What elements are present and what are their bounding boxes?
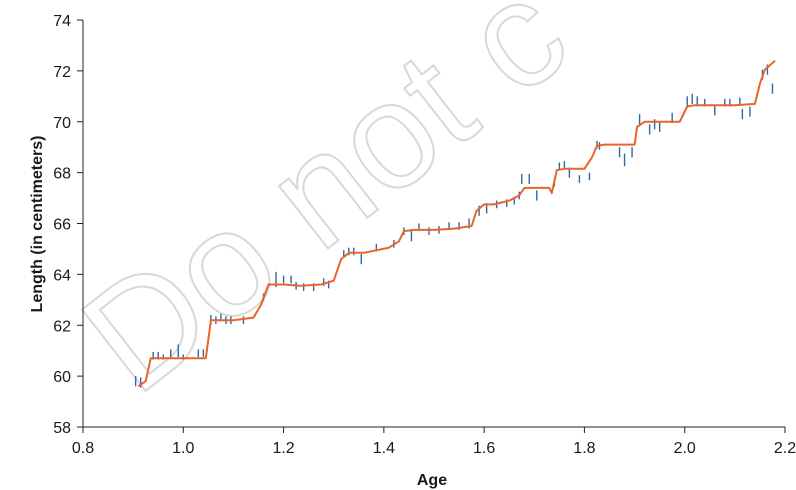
watermark: Do not c <box>51 0 597 425</box>
x-tick-label: 1.6 <box>473 440 495 457</box>
x-tick-label: 1.8 <box>573 440 595 457</box>
x-axis-title: Age <box>417 472 447 489</box>
y-tick-label: 74 <box>53 13 71 30</box>
x-tick-label: 1.2 <box>272 440 294 457</box>
axes: 0.8 1.0 1.2 1.4 1.6 1.8 2.0 2.2 58 60 62 64 66 68 70 72… <box>53 13 796 457</box>
y-tick-label: 72 <box>53 64 71 81</box>
x-tick-label: 1.4 <box>373 440 395 457</box>
y-tick-label: 62 <box>53 318 71 335</box>
watermark-text: Do not c <box>52 0 596 424</box>
y-tick-label: 64 <box>53 267 71 284</box>
y-tick-label: 58 <box>53 420 71 437</box>
y-axis-title: Length (in centimeters) <box>29 136 46 313</box>
x-tick-label: 2.2 <box>774 440 796 457</box>
y-tick-label: 70 <box>53 115 71 132</box>
x-tick-label: 0.8 <box>72 440 94 457</box>
x-tick-label: 1.0 <box>172 440 194 457</box>
fit-line-path <box>137 59 776 388</box>
x-tick-label: 2.0 <box>674 440 696 457</box>
growth-fit-series <box>137 59 776 388</box>
y-tick-label: 66 <box>53 217 71 234</box>
y-tick-label: 60 <box>53 369 71 386</box>
y-tick-label: 68 <box>53 166 71 183</box>
